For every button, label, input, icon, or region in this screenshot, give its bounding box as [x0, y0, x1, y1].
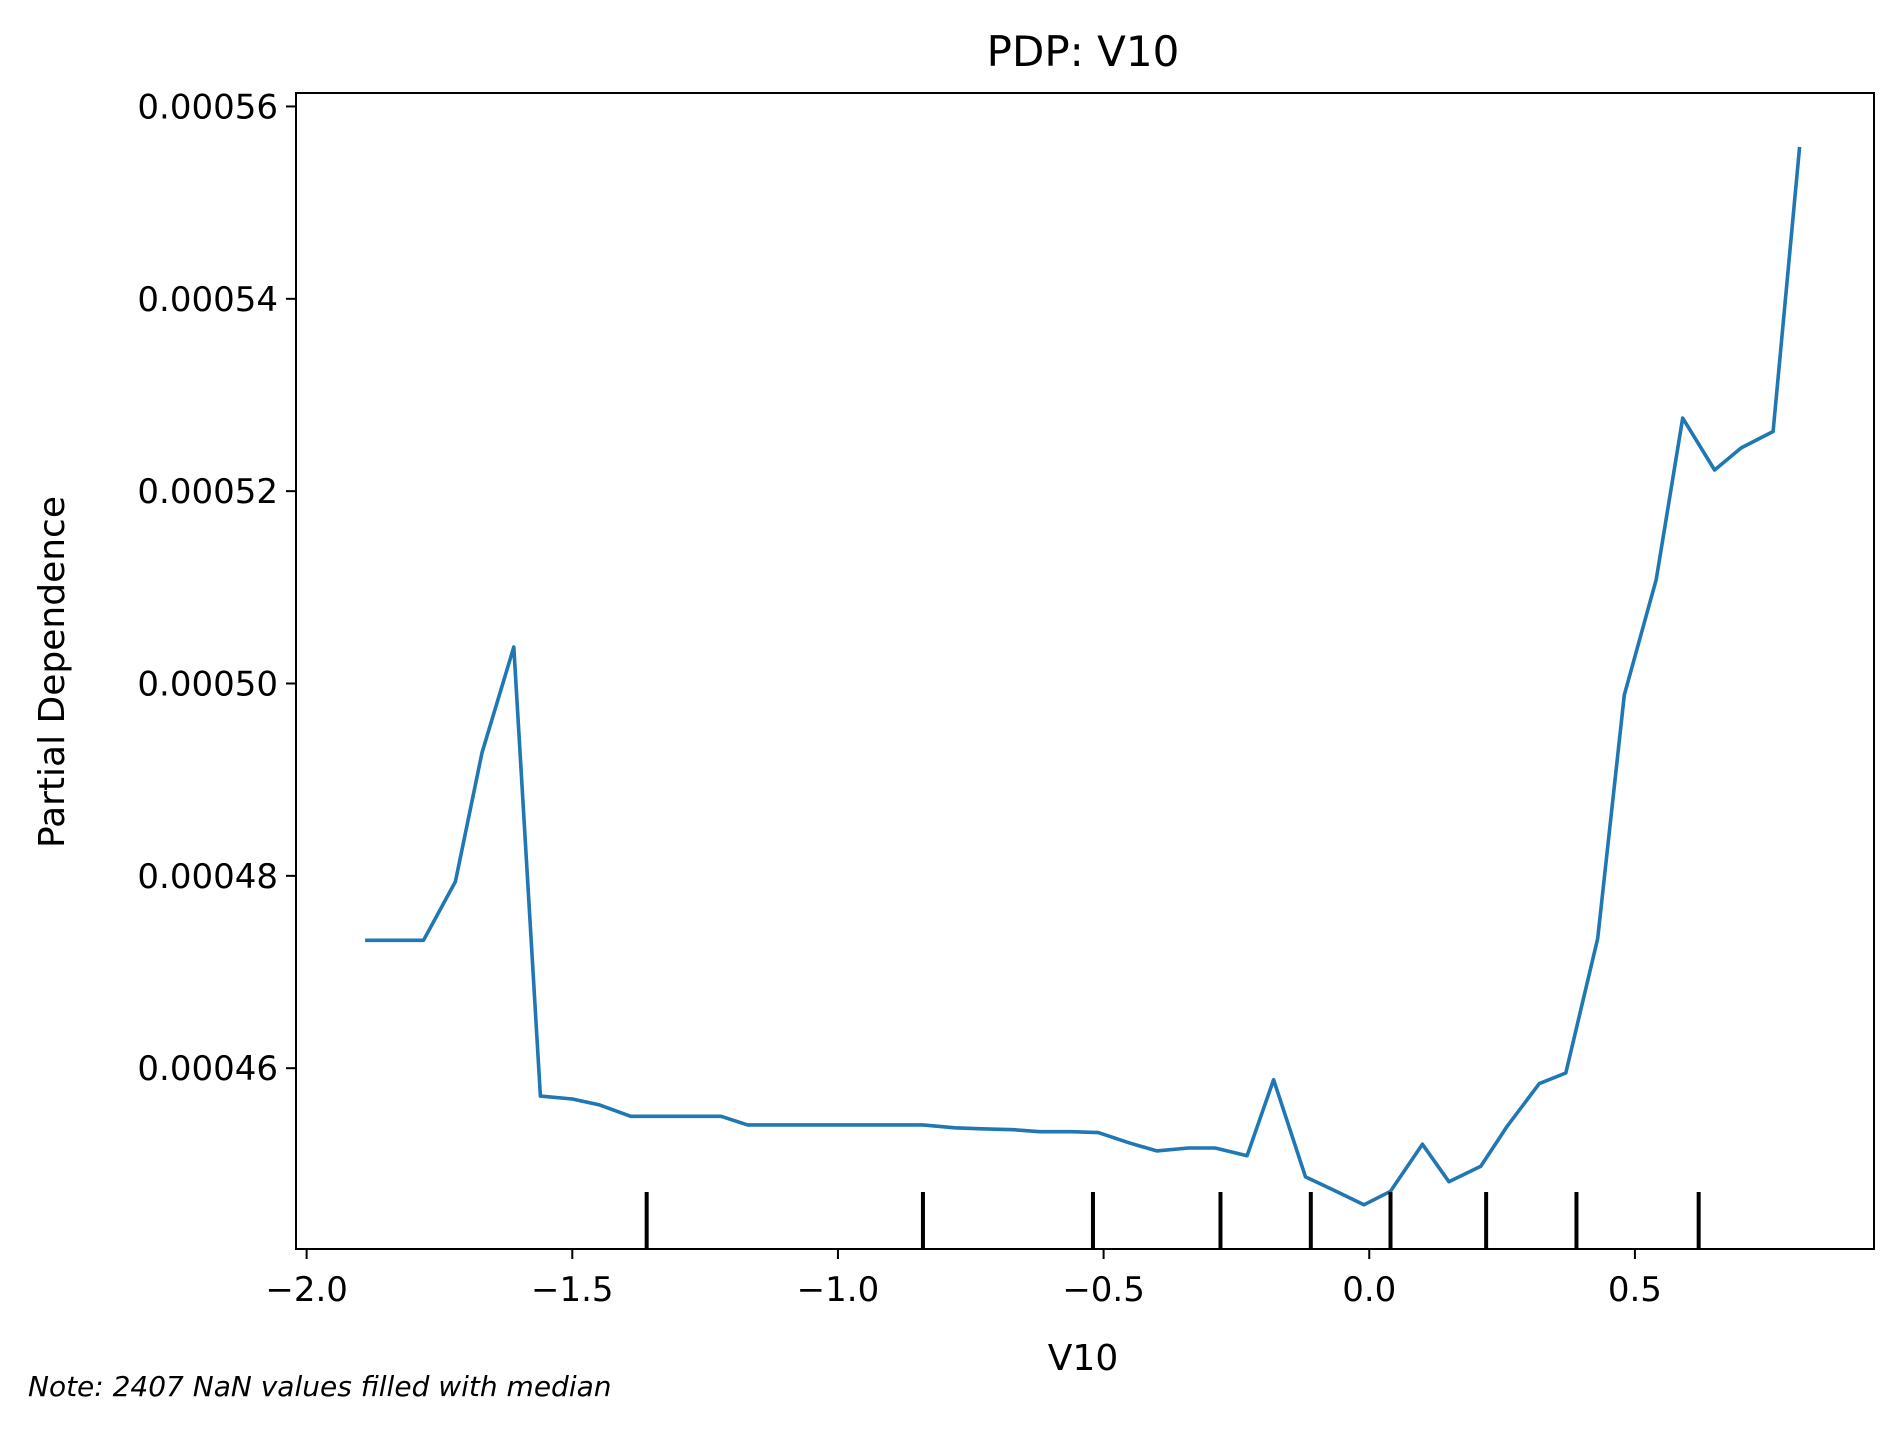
x-tick-label-1: −1.5	[531, 1270, 614, 1310]
y-tick-label-3: 0.00052	[137, 472, 278, 512]
chart-title: PDP: V10	[987, 27, 1180, 76]
y-axis-ticks: 0.00046 0.00048 0.00050 0.00052 0.00054 0.000…	[137, 87, 296, 1089]
x-axis-ticks: −2.0 −1.5 −1.0 −0.5 0.0 0.5	[265, 1249, 1662, 1310]
footnote: Note: 2407 NaN values filled with median	[28, 1370, 612, 1403]
series-line-0	[365, 146, 1802, 1207]
x-axis-title: V10	[1048, 1338, 1118, 1379]
x-tick-label-5: 0.5	[1608, 1270, 1662, 1310]
x-tick-label-3: −0.5	[1062, 1270, 1145, 1310]
y-tick-label-0: 0.00046	[137, 1049, 278, 1089]
y-tick-label-4: 0.00054	[137, 280, 278, 320]
x-tick-label-4: 0.0	[1342, 1270, 1396, 1310]
y-tick-label-5: 0.00056	[137, 87, 278, 127]
y-tick-label-2: 0.00050	[137, 665, 278, 705]
plot-area	[295, 92, 1875, 1250]
axes-frame	[295, 92, 1875, 1250]
y-axis-title: Partial Dependence	[32, 496, 73, 848]
x-tick-label-2: −1.0	[797, 1270, 880, 1310]
x-tick-label-0: −2.0	[265, 1270, 348, 1310]
y-tick-label-1: 0.00048	[137, 857, 278, 897]
